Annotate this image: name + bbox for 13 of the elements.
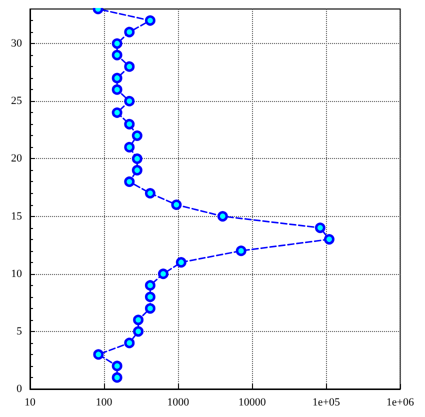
x-tick-label: 100 — [96, 396, 113, 408]
y-tick-label: 20 — [11, 152, 22, 165]
x-tick-label: 10 — [24, 396, 36, 408]
y-tick-label: 0 — [16, 383, 22, 395]
y-tick-label: 10 — [11, 268, 22, 280]
x-tick-label: 1e+05 — [312, 396, 340, 408]
x-tick-label: 1e+06 — [386, 396, 414, 408]
y-tick-label: 15 — [11, 210, 22, 222]
y-tick-label: 25 — [11, 95, 22, 108]
y-tick-label: 5 — [16, 325, 22, 338]
x-tick-label: 1000 — [167, 396, 190, 408]
y-tick-label: 30 — [11, 38, 22, 50]
x-tick-label: 10000 — [238, 396, 266, 408]
